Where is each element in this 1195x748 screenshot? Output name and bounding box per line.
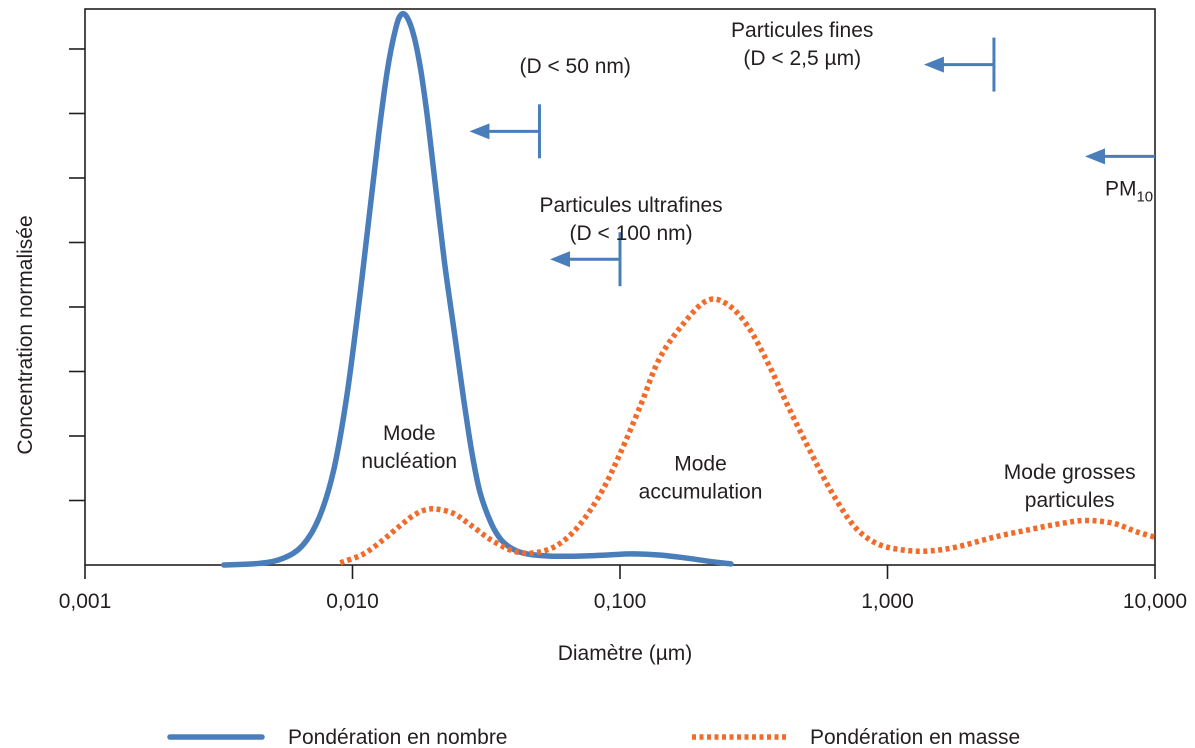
annotations: PM10 Particules fines (D < 2,5 µm) Particul… <box>361 19 1153 512</box>
plot-border <box>84 8 1156 566</box>
legend-label-mass: Pondération en masse <box>810 726 1020 748</box>
x-tick-label-1: 0,010 <box>326 590 379 613</box>
annotation-mode-accumulation: Mode accumulation <box>639 452 763 503</box>
cutoff-arrow-head-fines <box>923 56 944 73</box>
x-axis-title: Diamètre (µm) <box>558 642 693 665</box>
annotation-pm10: PM10 <box>1105 177 1153 205</box>
x-tick-label-0: 0,001 <box>59 590 112 613</box>
annotation-ultrafines: Particules ultrafines (D < 100 nm) <box>539 194 722 245</box>
cutoff-marker-ultrafines <box>550 232 622 287</box>
plot-frame <box>84 8 1156 566</box>
annotation-fines: Particules fines (D < 2,5 µm) <box>731 19 873 70</box>
y-axis-title: Concentration normalisée <box>14 215 37 454</box>
annotation-mode-grosses: Mode grosses particules <box>1004 461 1136 512</box>
annotation-mode-nucleation: Mode nucléation <box>361 422 457 473</box>
cutoff-arrow-head-ultrafines <box>550 251 570 268</box>
cutoff-arrow-head-d50 <box>469 123 490 140</box>
x-tick-label-3: 1,000 <box>861 590 914 613</box>
x-axis-ticks: 0,001 0,010 0,100 1,000 10,000 <box>59 565 1187 613</box>
series-line-mass <box>339 296 1156 566</box>
y-axis-ticks <box>69 48 85 502</box>
legend-label-number: Pondération en nombre <box>288 726 508 748</box>
cutoff-marker-fines <box>923 37 996 92</box>
cutoff-marker-pm10 <box>1085 148 1155 165</box>
series-line-number <box>220 10 734 568</box>
series-layer <box>220 10 1156 568</box>
legend: Pondération en nombre Pondération en mas… <box>167 726 1020 748</box>
annotation-d50: (D < 50 nm) <box>519 55 630 78</box>
x-tick-label-2: 0,100 <box>594 590 647 613</box>
cutoff-markers <box>469 37 1155 287</box>
cutoff-arrow-head-pm10 <box>1085 148 1105 165</box>
x-tick-label-4: 10,000 <box>1123 590 1187 613</box>
cutoff-marker-d50 <box>469 104 541 159</box>
